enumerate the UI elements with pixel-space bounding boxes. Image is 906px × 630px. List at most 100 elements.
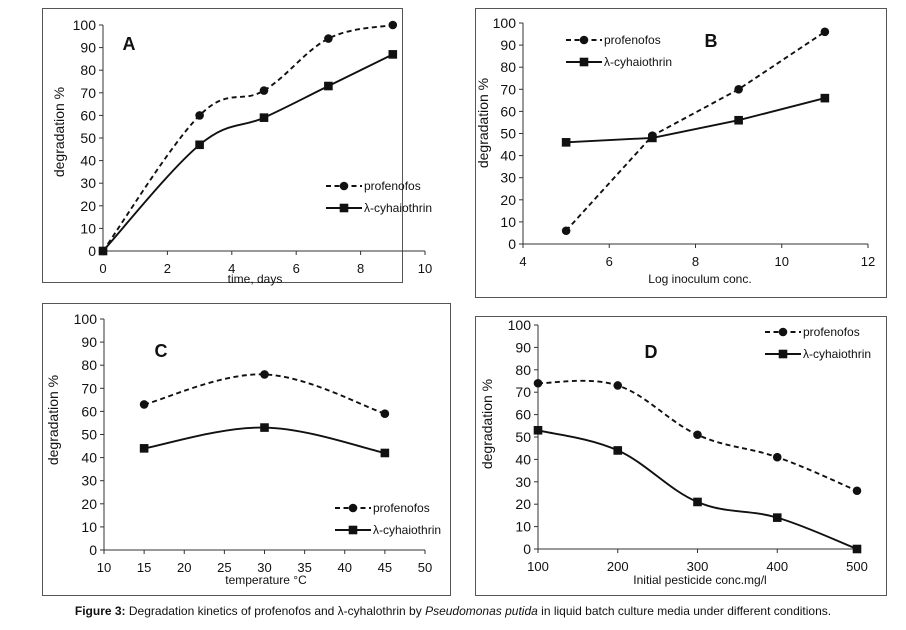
x-tick-label: 6	[606, 254, 613, 269]
y-tick-label: 0	[88, 243, 96, 259]
x-tick-label: 10	[97, 560, 111, 575]
legend-label-cyhaiothrin: λ-cyhaiothrin	[364, 201, 432, 215]
data-point-profenofos	[324, 34, 333, 43]
y-tick-label: 20	[80, 198, 96, 214]
data-point-cyhaiothrin	[693, 497, 702, 507]
legend-marker-cyhaiothrin	[778, 349, 788, 359]
y-tick-label: 10	[81, 519, 97, 535]
y-tick-label: 50	[80, 130, 96, 146]
panel-letter: B	[705, 31, 718, 51]
y-tick-label: 10	[80, 220, 96, 236]
data-point-profenofos	[772, 452, 782, 462]
data-point-profenofos	[259, 86, 269, 95]
y-tick-label: 40	[515, 451, 531, 467]
data-point-cyhaiothrin	[734, 115, 743, 125]
y-tick-label: 0	[89, 542, 97, 558]
y-tick-label: 20	[515, 496, 531, 512]
x-tick-label: 300	[687, 559, 709, 574]
legend-marker-profenofos	[778, 327, 788, 337]
x-tick-label: 40	[338, 560, 352, 575]
data-point-cyhaiothrin	[139, 444, 149, 453]
y-tick-label: 30	[80, 175, 96, 191]
panel-letter: D	[645, 342, 658, 362]
y-tick-label: 40	[500, 148, 516, 164]
data-point-cyhaiothrin	[324, 81, 333, 91]
x-tick-label: 500	[846, 559, 868, 574]
series-line-cyhaiothrin	[102, 53, 394, 252]
panel-frame-b	[475, 8, 887, 298]
data-point-cyhaiothrin	[613, 446, 623, 455]
data-point-profenofos	[533, 378, 543, 388]
data-point-profenofos	[613, 381, 623, 390]
data-point-profenofos	[195, 111, 204, 120]
x-tick-label: 15	[137, 560, 151, 575]
data-point-cyhaiothrin	[260, 423, 269, 432]
caption-label: Figure 3:	[74, 604, 126, 618]
caption-species: Pseudomonas putida	[425, 604, 538, 618]
x-tick-label: 45	[378, 560, 392, 575]
y-tick-label: 80	[80, 62, 96, 78]
caption-text-2: in liquid batch culture media under diff…	[537, 604, 832, 618]
chart-panel-a: 0 10 20 30 40 50 60 70 80 90 100 0 2 4 6 8 10 time, days d…	[42, 8, 432, 286]
data-point-profenofos	[820, 27, 830, 37]
data-point-profenofos	[260, 370, 269, 379]
x-tick-label: 25	[217, 560, 231, 575]
y-axis-label: degradation %	[475, 78, 491, 168]
y-tick-label: 40	[80, 153, 96, 169]
x-tick-label: 20	[177, 560, 191, 575]
data-point-cyhaiothrin	[195, 140, 204, 150]
y-tick-label: 30	[81, 473, 97, 489]
y-tick-label: 100	[74, 311, 98, 327]
y-tick-label: 90	[500, 37, 516, 53]
y-tick-label: 10	[515, 519, 531, 535]
y-tick-label: 30	[500, 170, 516, 186]
y-tick-label: 0	[523, 541, 531, 557]
y-tick-label: 70	[81, 380, 97, 396]
y-tick-label: 60	[80, 107, 96, 123]
data-point-profenofos	[734, 85, 743, 94]
series-line-profenofos	[143, 373, 386, 415]
legend-label-cyhaiothrin: λ-cyhaiothrin	[604, 55, 672, 69]
data-point-cyhaiothrin	[533, 425, 543, 435]
legend-marker-profenofos	[348, 503, 358, 513]
x-tick-label: 35	[297, 560, 311, 575]
x-tick-label: 400	[766, 559, 788, 574]
data-point-cyhaiothrin	[820, 93, 830, 103]
x-tick-label: 50	[418, 560, 432, 575]
data-point-cyhaiothrin	[772, 513, 782, 522]
y-tick-label: 100	[73, 17, 97, 33]
y-tick-label: 90	[81, 334, 97, 350]
data-point-cyhaiothrin	[852, 544, 862, 554]
y-tick-label: 70	[500, 81, 516, 97]
y-tick-label: 40	[81, 450, 97, 466]
x-tick-label: 10	[418, 261, 432, 276]
y-axis-label: degradation %	[479, 379, 495, 469]
data-point-profenofos	[852, 486, 862, 496]
x-tick-label: 6	[293, 261, 300, 276]
y-tick-label: 100	[508, 317, 532, 333]
y-tick-label: 50	[81, 427, 97, 443]
legend-marker-profenofos	[339, 181, 349, 191]
data-point-profenofos	[693, 430, 702, 440]
series-line-profenofos	[102, 24, 393, 252]
panel-letter: C	[155, 341, 168, 361]
legend: profenofos λ-cyhaiothrin	[765, 325, 871, 361]
legend: profenofos λ-cyhaiothrin	[326, 179, 432, 215]
data-point-cyhaiothrin	[561, 138, 571, 147]
x-axis-label: time, days	[228, 272, 283, 286]
legend-marker-cyhaiothrin	[348, 525, 358, 535]
y-tick-label: 20	[81, 496, 97, 512]
y-axis-label: degradation %	[45, 375, 61, 465]
x-tick-label: 0	[99, 261, 106, 276]
y-tick-label: 60	[515, 407, 531, 423]
x-axis-label: temperature °C	[225, 573, 307, 587]
y-tick-label: 70	[515, 384, 531, 400]
x-tick-label: 2	[164, 261, 171, 276]
legend: profenofos λ-cyhaiothrin	[566, 33, 672, 69]
legend-label-profenofos: profenofos	[364, 179, 421, 193]
x-tick-label: 8	[357, 261, 364, 276]
y-tick-label: 90	[80, 40, 96, 56]
y-tick-label: 60	[500, 103, 516, 119]
y-tick-label: 50	[500, 126, 516, 142]
